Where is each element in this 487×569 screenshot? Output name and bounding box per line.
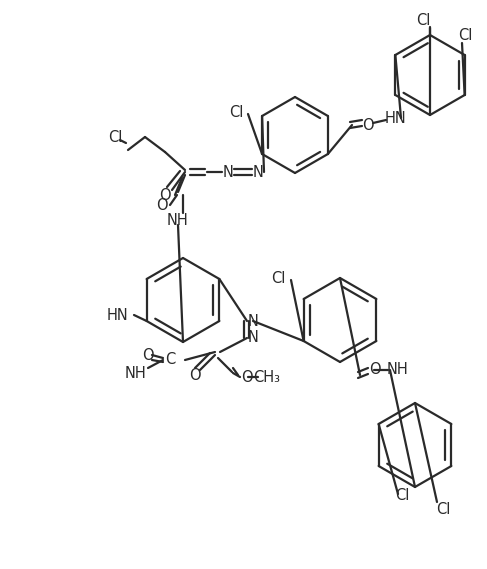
Text: C: C <box>165 353 175 368</box>
Text: NH: NH <box>167 212 189 228</box>
Text: Cl: Cl <box>436 502 450 517</box>
Text: Cl: Cl <box>458 27 472 43</box>
Text: NH: NH <box>387 362 409 377</box>
Text: O: O <box>189 368 201 382</box>
Text: O: O <box>142 348 154 362</box>
Text: N: N <box>223 164 233 179</box>
Text: O: O <box>369 362 381 377</box>
Text: O: O <box>241 369 253 385</box>
Text: N: N <box>247 331 259 345</box>
Text: N: N <box>253 164 263 179</box>
Text: Cl: Cl <box>416 13 430 27</box>
Text: HN: HN <box>107 307 129 323</box>
Text: Cl: Cl <box>271 270 285 286</box>
Text: O: O <box>362 118 374 133</box>
Text: NH: NH <box>125 366 147 381</box>
Text: Cl: Cl <box>108 130 122 145</box>
Text: O: O <box>156 197 168 212</box>
Text: HN: HN <box>384 110 406 126</box>
Text: CH₃: CH₃ <box>254 369 281 385</box>
Text: O: O <box>159 188 171 203</box>
Text: Cl: Cl <box>229 105 243 119</box>
Text: Cl: Cl <box>395 489 409 504</box>
Text: N: N <box>247 314 259 328</box>
